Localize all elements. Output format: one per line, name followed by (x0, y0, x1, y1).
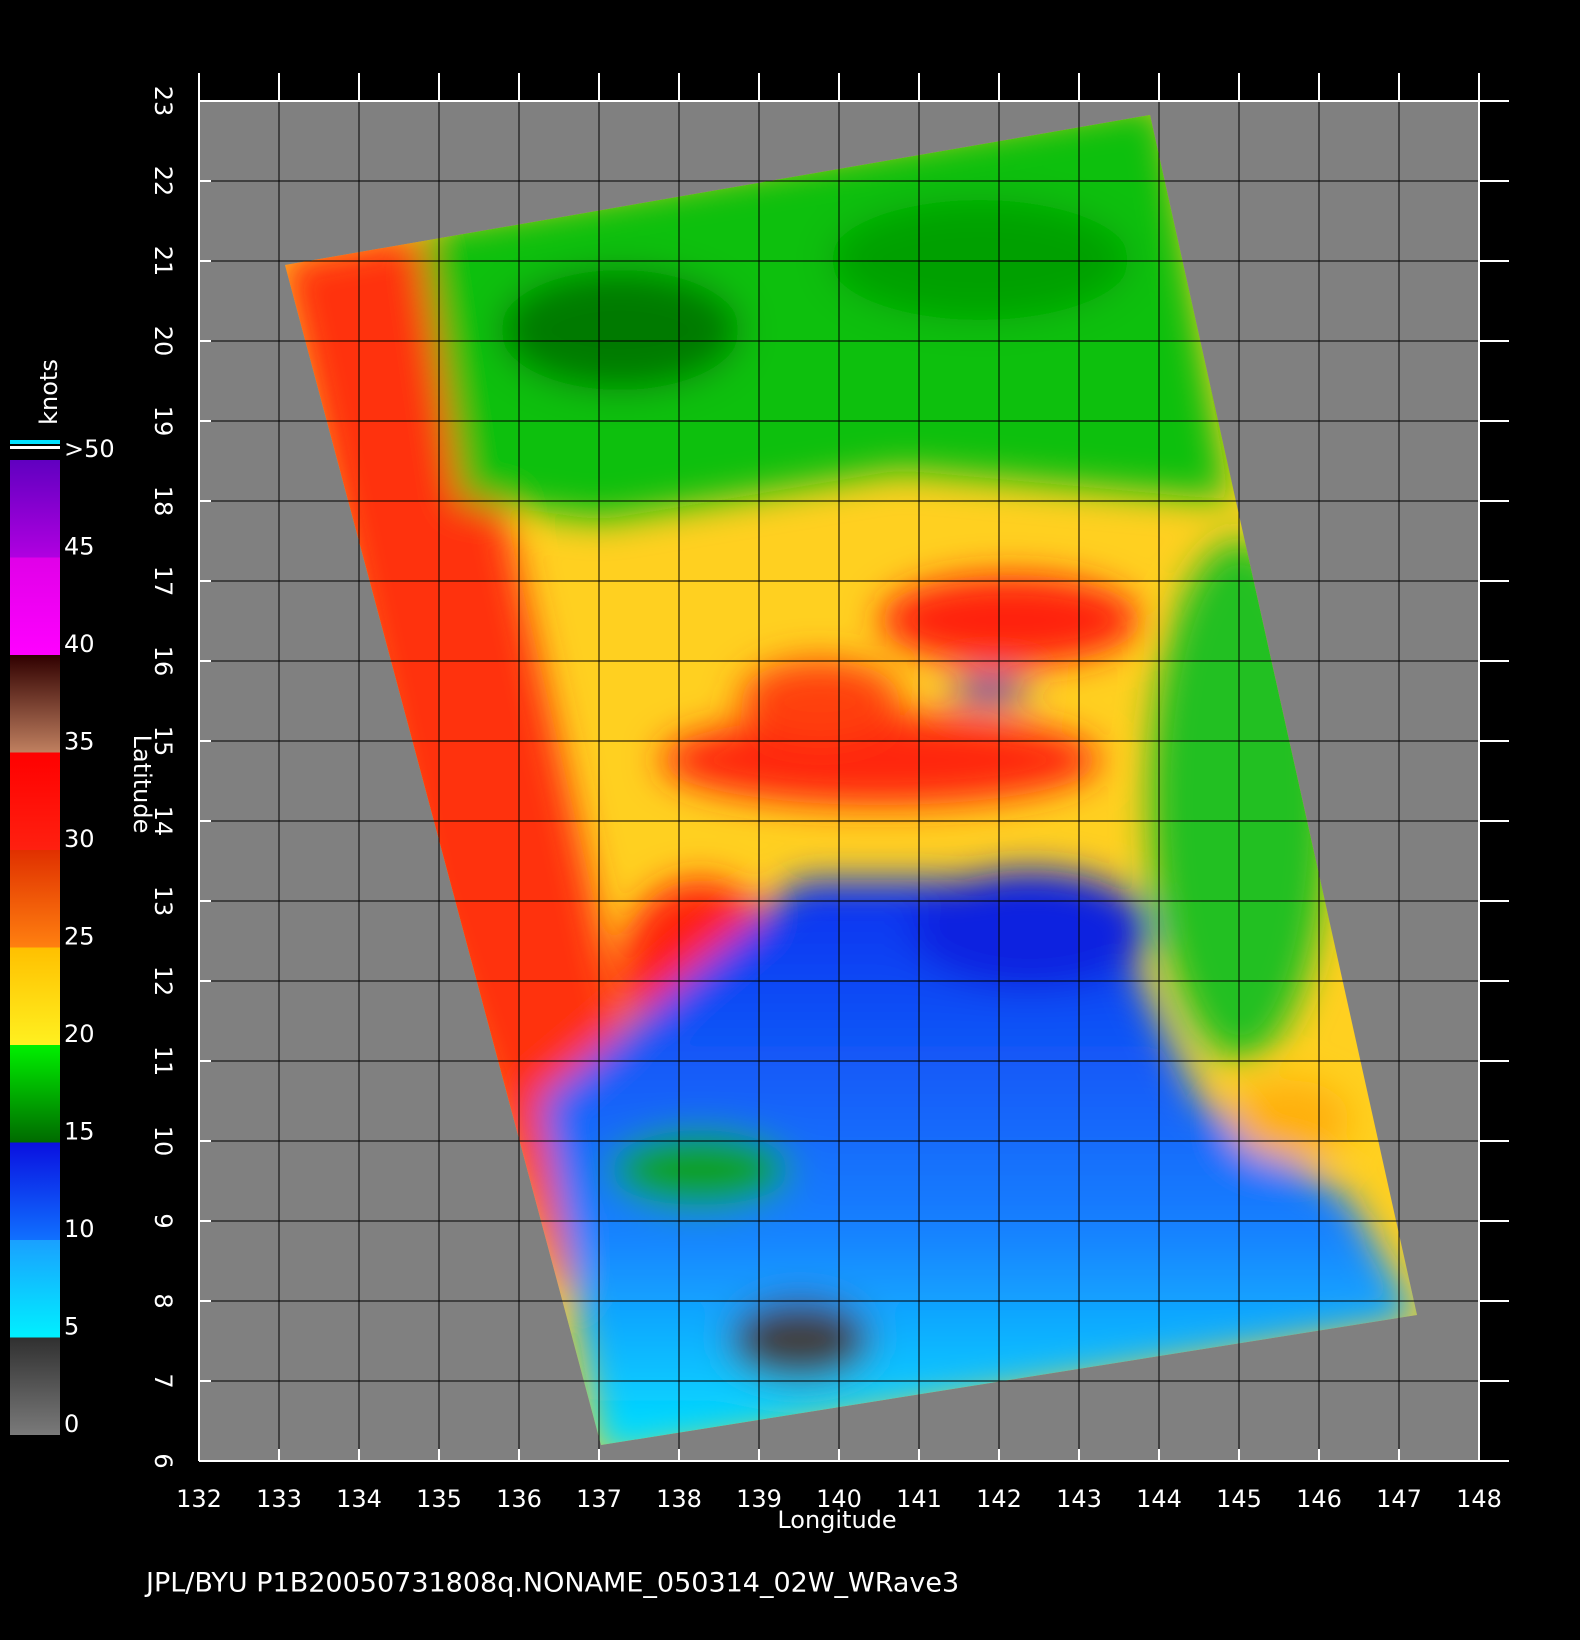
colorbar-tick-label: 40 (64, 630, 95, 658)
y-tick-label: 20 (149, 326, 177, 357)
y-tick-label: 10 (149, 1126, 177, 1157)
x-tick-label: 143 (1056, 1485, 1102, 1513)
colorbar-cap (10, 446, 60, 449)
y-tick-label: 7 (149, 1373, 177, 1388)
colorbar-segment (10, 460, 60, 558)
colorbar-segment (10, 1045, 60, 1143)
colorbar-tick-label: 35 (64, 728, 95, 756)
x-tick-label: 145 (1216, 1485, 1262, 1513)
y-tick-label: 21 (149, 246, 177, 277)
y-tick-label: 6 (149, 1453, 177, 1468)
colorbar-segment (10, 655, 60, 753)
y-axis-label: Latitude (128, 735, 156, 834)
colorbar-segment (10, 557, 60, 655)
y-tick-label: 12 (149, 966, 177, 997)
y-tick-label: 22 (149, 166, 177, 197)
x-tick-label: 140 (816, 1485, 862, 1513)
x-axis-label: Longitude (777, 1506, 896, 1534)
y-tick-label: 16 (149, 646, 177, 677)
x-tick-label: 139 (736, 1485, 782, 1513)
x-tick-label: 137 (576, 1485, 622, 1513)
colorbar-cap (10, 440, 60, 444)
x-tick-label: 147 (1376, 1485, 1422, 1513)
colorbar-segment (10, 1337, 60, 1435)
x-tick-label: 136 (496, 1485, 542, 1513)
y-tick-label: 15 (149, 726, 177, 757)
y-tick-label: 9 (149, 1213, 177, 1228)
colorbar-tick-label: 30 (64, 825, 95, 853)
y-tick-label: 18 (149, 486, 177, 517)
y-tick-label: 17 (149, 566, 177, 597)
x-tick-label: 132 (176, 1485, 222, 1513)
x-tick-label: 133 (256, 1485, 302, 1513)
y-tick-label: 11 (149, 1046, 177, 1077)
colorbar-segment (10, 947, 60, 1045)
y-tick-label: 8 (149, 1293, 177, 1308)
y-tick-label: 14 (149, 806, 177, 837)
y-tick-label: 23 (149, 86, 177, 117)
x-tick-label: 148 (1456, 1485, 1502, 1513)
colorbar-tick-label: 10 (64, 1215, 95, 1243)
colorbar-tick-label: 0 (64, 1410, 79, 1438)
colorbar-label: knots (35, 359, 63, 425)
footer: JPL/BYU P1B20050731808q.NONAME_050314_02… (144, 1568, 959, 1599)
colorbar-tick-label: 20 (64, 1020, 95, 1048)
x-tick-label: 146 (1296, 1485, 1342, 1513)
colorbar-segment (10, 1142, 60, 1240)
y-tick-label: 13 (149, 886, 177, 917)
x-tick-label: 144 (1136, 1485, 1182, 1513)
colorbar-segment (10, 1240, 60, 1338)
x-tick-label: 134 (336, 1485, 382, 1513)
colorbar-tick-label: >50 (64, 435, 115, 463)
x-tick-label: 135 (416, 1485, 462, 1513)
x-tick-label: 141 (896, 1485, 942, 1513)
x-tick-label: 142 (976, 1485, 1022, 1513)
colorbar-tick-label: 5 (64, 1313, 79, 1341)
colorbar-tick-label: 45 (64, 533, 95, 561)
x-tick-label: 138 (656, 1485, 702, 1513)
colorbar-segment (10, 752, 60, 850)
y-tick-label: 19 (149, 406, 177, 437)
colorbar-segment (10, 850, 60, 948)
colorbar-tick-label: 15 (64, 1118, 95, 1146)
colorbar-tick-label: 25 (64, 923, 95, 951)
